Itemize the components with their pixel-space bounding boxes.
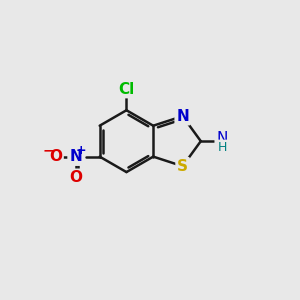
- Text: Cl: Cl: [118, 82, 135, 97]
- Text: O: O: [49, 149, 62, 164]
- Text: O: O: [69, 170, 82, 185]
- Text: N: N: [216, 131, 228, 146]
- Text: H: H: [217, 141, 227, 154]
- Text: S: S: [177, 159, 188, 174]
- Text: N: N: [176, 109, 189, 124]
- Text: −: −: [42, 143, 54, 157]
- Text: +: +: [76, 144, 87, 157]
- Text: N: N: [69, 149, 82, 164]
